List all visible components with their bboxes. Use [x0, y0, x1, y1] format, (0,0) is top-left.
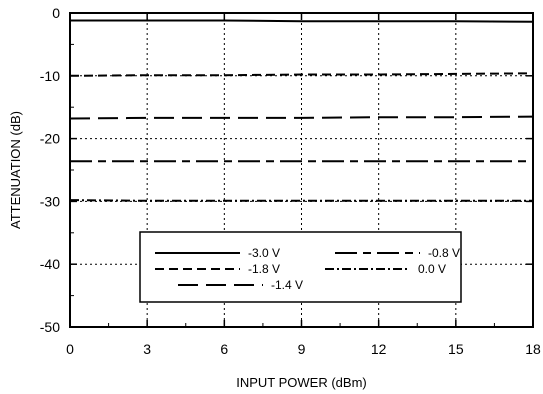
- y-tick-label-1: -10: [40, 68, 60, 84]
- y-axis-title: ATTENUATION (dB): [8, 111, 23, 229]
- x-axis-title: INPUT POWER (dBm): [236, 375, 367, 390]
- series-line-3: [69, 115, 534, 120]
- series-line-2: [69, 72, 534, 77]
- x-tick-label-2: 6: [220, 341, 228, 357]
- x-tick-label-0: 0: [66, 341, 74, 357]
- legend-box: [139, 231, 462, 303]
- x-tick-label-4: 12: [371, 341, 387, 357]
- y-tick-label-0: 0: [52, 5, 60, 21]
- y-tick-label-5: -50: [40, 319, 60, 335]
- y-tick-label-2: -20: [40, 131, 60, 147]
- y-tick-label-3: -30: [40, 193, 60, 209]
- legend-label-5: 0.0 V: [418, 262, 446, 276]
- tick-marks: [69, 12, 534, 328]
- y-tick-label-4: -40: [40, 256, 60, 272]
- legend-label-4: -0.8 V: [428, 246, 460, 260]
- series-line-5: [69, 199, 533, 202]
- legend-label-3: -1.4 V: [271, 278, 303, 292]
- legend: -3.0 V -1.8 V -1.4 V -0.8 V 0.0 V: [139, 231, 462, 303]
- series-layer: [69, 19, 534, 202]
- x-tick-label-3: 9: [298, 341, 306, 357]
- x-tick-label-6: 18: [525, 341, 541, 357]
- tick-labels: 0 3 6 9 12 15 18 0 -10 -20 -30 -40 -50: [40, 5, 541, 357]
- legend-label-1: -3.0 V: [248, 246, 280, 260]
- x-tick-label-5: 15: [448, 341, 464, 357]
- legend-label-2: -1.8 V: [248, 262, 280, 276]
- x-tick-label-1: 3: [143, 341, 151, 357]
- series-line-1: [70, 19, 534, 23]
